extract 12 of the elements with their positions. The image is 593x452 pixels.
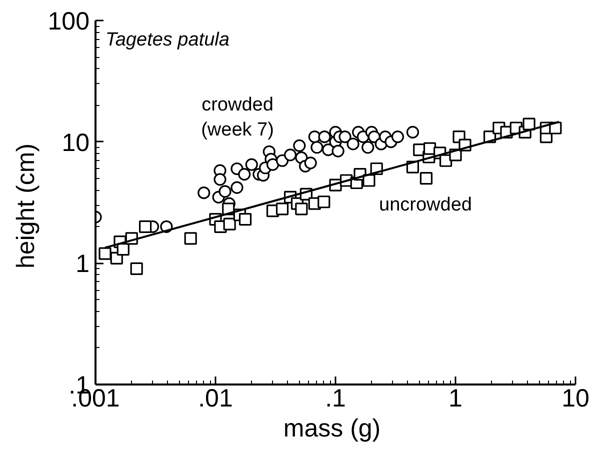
x-tick-label: 1 — [448, 384, 462, 412]
series-label: uncrowded — [379, 194, 472, 216]
series-label: crowded (week 7) — [201, 94, 274, 141]
y-tick-label: 1 — [76, 250, 90, 278]
x-tick-label: .1 — [325, 384, 346, 412]
annotation: Tagetes patula — [106, 30, 230, 50]
x-tick-label: .01 — [198, 384, 233, 412]
y-tick-label: 10 — [62, 128, 90, 157]
x-tick-label: 10 — [562, 384, 590, 412]
y-tick-label: 100 — [48, 8, 90, 36]
y-axis-title: height (cm) — [12, 143, 40, 268]
x-axis-title: mass (g) — [283, 414, 381, 442]
